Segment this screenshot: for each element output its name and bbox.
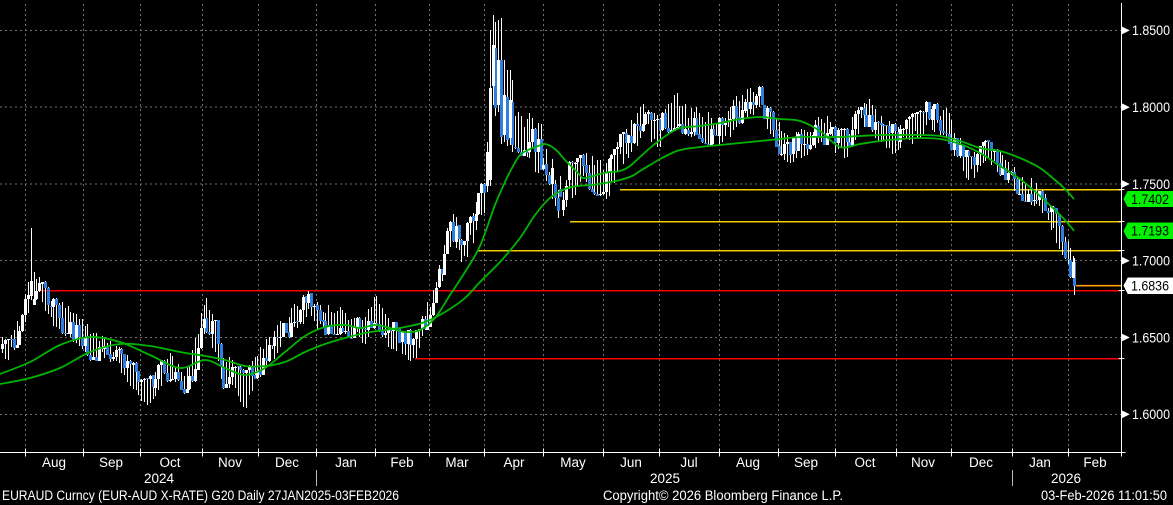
svg-text:1.7500: 1.7500 <box>1132 177 1170 192</box>
svg-text:May: May <box>560 455 586 470</box>
svg-text:Jan: Jan <box>335 455 357 470</box>
svg-text:Nov: Nov <box>911 455 935 470</box>
svg-text:1.7000: 1.7000 <box>1132 254 1170 269</box>
svg-text:1.6000: 1.6000 <box>1132 407 1170 422</box>
svg-text:Sep: Sep <box>794 455 818 470</box>
svg-text:1.7193: 1.7193 <box>1131 224 1169 239</box>
svg-text:Jul: Jul <box>680 455 697 470</box>
svg-text:Nov: Nov <box>218 455 242 470</box>
svg-text:2026: 2026 <box>1051 471 1081 486</box>
svg-text:Sep: Sep <box>99 455 123 470</box>
svg-text:Feb: Feb <box>390 455 413 470</box>
svg-text:EURAUD Curncy (EUR-AUD X-RATE): EURAUD Curncy (EUR-AUD X-RATE) G20 Daily… <box>2 488 399 503</box>
svg-text:2024: 2024 <box>144 471 175 486</box>
svg-text:Mar: Mar <box>445 455 469 470</box>
svg-text:2025: 2025 <box>650 471 680 486</box>
svg-text:Oct: Oct <box>159 455 180 470</box>
svg-text:Jun: Jun <box>620 455 642 470</box>
svg-text:1.8500: 1.8500 <box>1132 23 1170 38</box>
svg-text:Aug: Aug <box>42 455 66 470</box>
svg-text:Oct: Oct <box>854 455 875 470</box>
svg-text:Feb: Feb <box>1083 455 1106 470</box>
svg-text:Jan: Jan <box>1029 455 1051 470</box>
svg-text:Dec: Dec <box>275 455 299 470</box>
svg-text:Copyright© 2026 Bloomberg Fina: Copyright© 2026 Bloomberg Finance L.P. <box>603 488 843 503</box>
svg-text:1.6500: 1.6500 <box>1132 330 1170 345</box>
svg-text:Dec: Dec <box>969 455 993 470</box>
svg-text:1.8000: 1.8000 <box>1132 100 1170 115</box>
svg-text:Apr: Apr <box>503 455 525 470</box>
svg-text:1.7402: 1.7402 <box>1131 192 1169 207</box>
svg-text:1.6836: 1.6836 <box>1131 279 1169 294</box>
svg-text:03-Feb-2026 11:01:50: 03-Feb-2026 11:01:50 <box>1041 488 1167 503</box>
svg-text:Aug: Aug <box>736 455 760 470</box>
